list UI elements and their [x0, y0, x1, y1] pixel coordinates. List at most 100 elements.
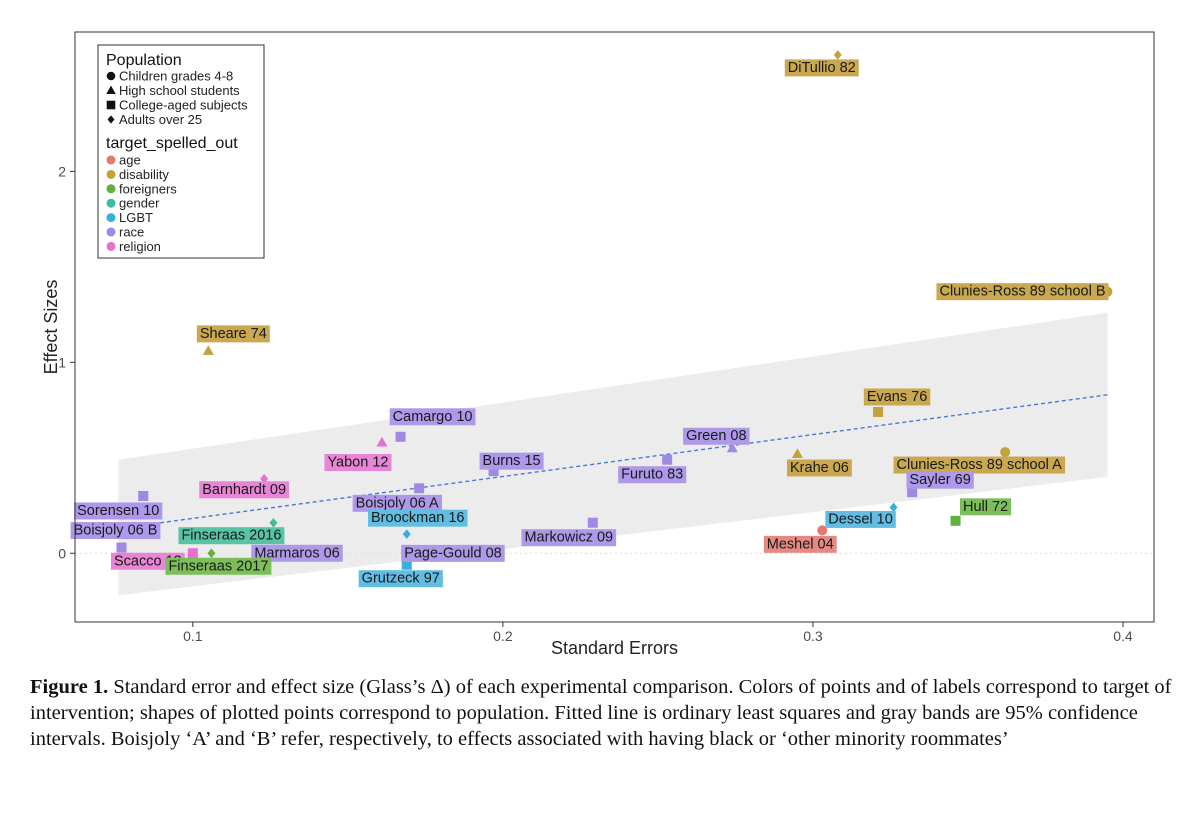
label-green-08: Green 08 [683, 427, 750, 445]
fit-line-layer [118, 394, 1108, 530]
label-bg-green-08 [683, 427, 750, 445]
label-bg-sheare-74 [196, 325, 270, 343]
legend-color-religion [106, 241, 116, 251]
label-barnhardt-09: Barnhardt 09 [199, 481, 290, 499]
label-text-page-gould-08: Page-Gould 08 [404, 545, 502, 561]
label-bg-evans-76 [863, 388, 931, 406]
label-bg-burns-15 [479, 452, 544, 470]
label-text-green-08: Green 08 [686, 428, 746, 444]
label-bg-yabon-12 [324, 454, 392, 472]
label-furuto-83: Furuto 83 [618, 466, 687, 484]
label-evans-76: Evans 76 [863, 388, 931, 406]
legend-color-disability [106, 169, 116, 179]
figure-caption-label: Figure 1. [30, 676, 109, 698]
x-axis-title: Standard Errors [551, 638, 678, 658]
legend-shape-high-school-students [106, 85, 116, 94]
legend-color-label-age: age [119, 153, 141, 168]
label-text-markowicz-09: Markowicz 09 [524, 530, 613, 546]
label-text-furuto-83: Furuto 83 [621, 467, 683, 483]
x-tick-label-1: 0.2 [493, 628, 513, 644]
y-axis-title: Effect Sizes [41, 280, 61, 375]
point-grutzeck-97 [401, 559, 412, 570]
label-dessel-10: Dessel 10 [825, 510, 896, 528]
label-broockman-16: Broockman 16 [368, 509, 468, 527]
label-bg-sayler-69 [906, 471, 974, 489]
legend-box [97, 44, 265, 259]
label-text-burns-15: Burns 15 [483, 453, 541, 469]
legend-shape-label-children-grades-4-8: Children grades 4-8 [119, 69, 233, 84]
label-clunies-ross-89-school-a: Clunies-Ross 89 school A [893, 456, 1066, 474]
point-clunies-ross-89-school-a [1000, 447, 1011, 458]
confidence-band-layer [118, 312, 1108, 596]
x-tick-label-3: 0.4 [1113, 628, 1133, 644]
point-markowicz-09 [587, 517, 598, 528]
plot-border [74, 31, 1155, 623]
label-text-dessel-10: Dessel 10 [828, 511, 892, 527]
label-camargo-10: Camargo 10 [389, 408, 476, 426]
label-text-ditullio-82: DiTullio 82 [788, 60, 856, 76]
point-evans-76 [873, 406, 884, 417]
label-text-krahe-06: Krahe 06 [790, 460, 849, 476]
label-bg-page-gould-08 [401, 544, 505, 562]
point-finseraas-2016 [269, 517, 278, 528]
point-sayler-69 [907, 487, 918, 498]
point-dessel-10 [889, 502, 898, 513]
label-text-clunies-ross-89-school-b: Clunies-Ross 89 school B [939, 284, 1105, 300]
label-sorensen-10: Sorensen 10 [74, 502, 163, 520]
label-text-finseraas-2017: Finseraas 2017 [168, 558, 268, 574]
legend-color-lgbt [106, 213, 116, 223]
legend-shape-children-grades-4-8 [106, 71, 116, 81]
label-bg-furuto-83 [618, 466, 687, 484]
point-broockman-16 [402, 529, 411, 539]
axes-layer: Standard Errors Effect Sizes 0.1 0.2 0.3 0.… [41, 163, 1133, 658]
point-finseraas-2017 [207, 548, 216, 559]
legend-shape-adults-over-25 [107, 115, 115, 124]
confidence-band [118, 312, 1108, 596]
label-boisjoly-06-a: Boisjoly 06 A [352, 494, 442, 512]
label-text-evans-76: Evans 76 [867, 389, 927, 405]
label-markowicz-09: Markowicz 09 [521, 529, 617, 547]
label-sheare-74: Sheare 74 [196, 325, 270, 343]
label-bg-clunies-ross-89-school-a [893, 456, 1066, 474]
legend-color-age [106, 155, 116, 165]
legend-color-label-race: race [119, 225, 144, 240]
point-krahe-06 [791, 448, 803, 458]
legend-color-label-foreigners: foreigners [119, 181, 177, 196]
label-meshel-04: Meshel 04 [763, 535, 837, 553]
label-bg-meshel-04 [763, 535, 837, 553]
label-text-sheare-74: Sheare 74 [200, 326, 267, 342]
label-yabon-12: Yabon 12 [324, 454, 392, 472]
x-tick-label-0: 0.1 [183, 628, 203, 644]
label-bg-finseraas-2017 [165, 557, 272, 575]
label-text-sayler-69: Sayler 69 [910, 472, 971, 488]
point-yabon-12 [376, 436, 388, 447]
label-text-boisjoly-06-a: Boisjoly 06 A [356, 495, 439, 511]
label-text-camargo-10: Camargo 10 [393, 409, 473, 425]
legend-color-label-disability: disability [119, 167, 169, 182]
label-bg-marmaros-06 [251, 544, 343, 562]
x-tick-label-2: 0.3 [803, 628, 823, 644]
label-text-finseraas-2016: Finseraas 2016 [181, 528, 281, 544]
label-krahe-06: Krahe 06 [787, 459, 852, 477]
label-bg-grutzeck-97 [358, 570, 443, 588]
point-sorensen-10 [138, 490, 149, 501]
label-finseraas-2016: Finseraas 2016 [178, 527, 285, 545]
legend: Population target_spelled_out Children g… [97, 44, 265, 259]
point-green-08 [726, 442, 738, 453]
label-boisjoly-06-b: Boisjoly 06 B [70, 522, 161, 540]
label-hull-72: Hull 72 [959, 498, 1012, 516]
label-text-barnhardt-09: Barnhardt 09 [202, 482, 286, 498]
label-bg-boisjoly-06-a [352, 494, 442, 512]
figure-caption-text: Standard error and effect size (Glass’s … [30, 676, 1172, 750]
label-ditullio-82: DiTullio 82 [784, 59, 859, 77]
plot-frame-layer [74, 31, 1155, 623]
legend-color-label-religion: religion [119, 239, 161, 254]
point-meshel-04 [817, 525, 828, 536]
label-text-broockman-16: Broockman 16 [371, 510, 465, 526]
y-tick-label-1: 1 [58, 354, 66, 370]
label-bg-broockman-16 [368, 509, 468, 527]
legend-shape-college-aged-subjects [106, 100, 116, 110]
legend-shape-title: Population [106, 52, 182, 69]
y-tick-label-0: 0 [58, 545, 66, 561]
legend-shape-label-college-aged-subjects: College-aged subjects [119, 98, 248, 113]
